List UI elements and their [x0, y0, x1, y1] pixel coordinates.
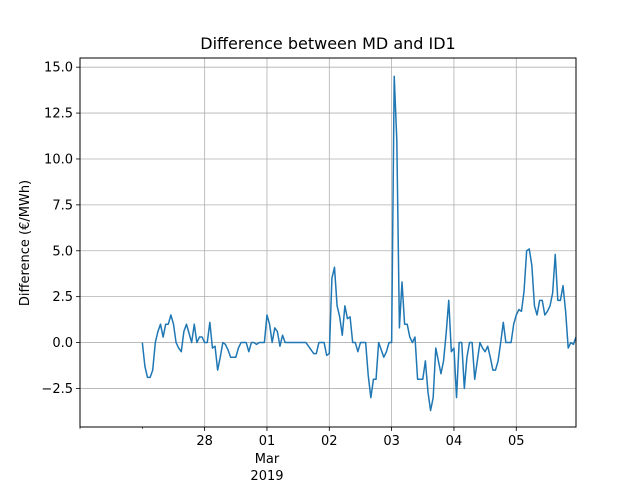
x-tick-label: 02 [321, 434, 338, 449]
y-tick-label: 15.0 [44, 61, 73, 76]
y-axis-label: Difference (€/MWh) [18, 180, 33, 306]
x-tick-sublabel: Mar [255, 452, 280, 467]
grid-lines [80, 58, 576, 427]
x-tick-label: 04 [446, 434, 463, 449]
series-group [141, 75, 577, 412]
y-tick-label: 10.0 [44, 152, 73, 167]
y-axis: −2.5 0.0 2.5 5.0 7.5 10.0 12.5 15.0 [41, 61, 80, 397]
x-tick-label: 05 [508, 434, 525, 449]
y-tick-label: 5.0 [52, 244, 73, 259]
plot-frame [79, 57, 577, 428]
x-tick-label: 01 [259, 434, 276, 449]
y-tick-label: 12.5 [44, 107, 73, 122]
y-tick-label: 7.5 [52, 198, 73, 213]
series-line [141, 75, 577, 412]
y-tick-label: 2.5 [52, 290, 73, 305]
x-tick-sublabel-year: 2019 [250, 469, 283, 480]
x-tick-label: 28 [196, 434, 213, 449]
y-tick-label: −2.5 [41, 382, 73, 397]
x-axis: 28 01 Mar 2019 02 03 04 05 [79, 427, 525, 480]
y-tick-label: 0.0 [52, 336, 73, 351]
x-tick-label: 03 [383, 434, 400, 449]
chart-title: Difference between MD and ID1 [200, 34, 455, 53]
